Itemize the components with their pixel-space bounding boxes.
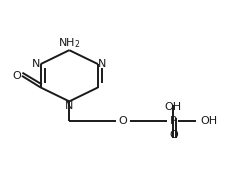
Text: OH: OH [164, 102, 181, 112]
Text: N: N [65, 101, 73, 111]
Text: NH$_2$: NH$_2$ [58, 36, 80, 50]
Text: N: N [97, 59, 106, 69]
Text: OH: OH [200, 116, 217, 126]
Text: O: O [168, 130, 177, 141]
Text: P: P [169, 116, 176, 126]
Text: O: O [12, 71, 21, 81]
Text: O: O [118, 116, 127, 126]
Text: N: N [32, 59, 41, 69]
